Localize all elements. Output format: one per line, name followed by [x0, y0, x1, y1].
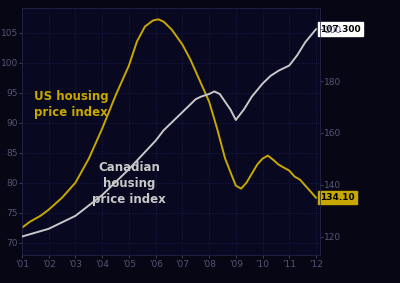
- Text: 134.10: 134.10: [320, 193, 355, 202]
- Text: 107.300: 107.300: [320, 25, 361, 34]
- Text: Canadian
housing
price index: Canadian housing price index: [92, 161, 166, 206]
- Text: US housing
price index: US housing price index: [34, 90, 108, 119]
